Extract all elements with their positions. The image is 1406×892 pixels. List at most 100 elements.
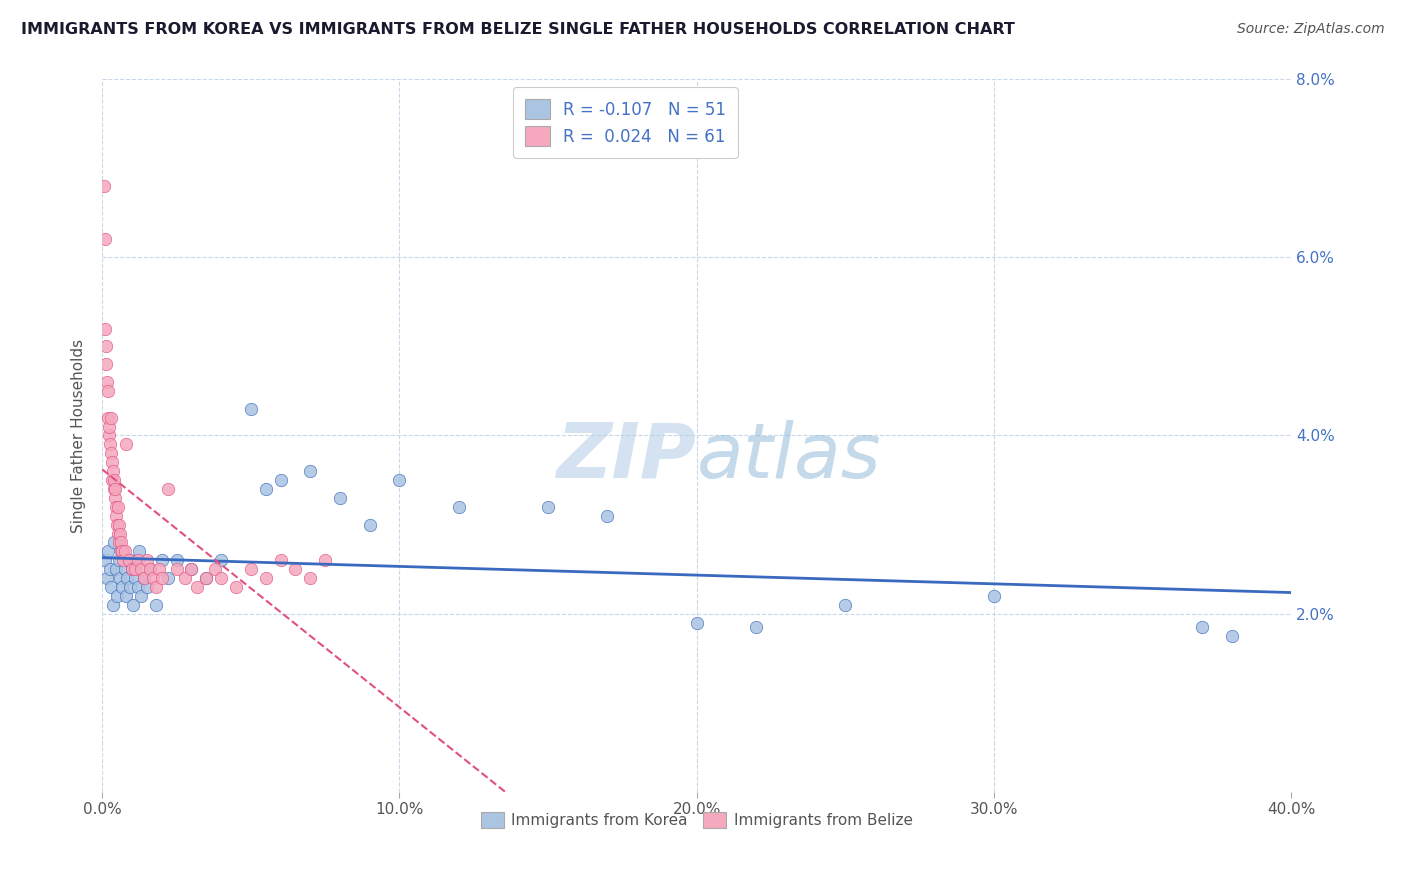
Point	[110, 535, 132, 549]
Point	[359, 517, 381, 532]
Point	[98, 437, 121, 451]
Point	[186, 580, 208, 594]
Point	[1220, 629, 1243, 643]
Point	[254, 482, 277, 496]
Point	[114, 562, 136, 576]
Point	[983, 589, 1005, 603]
Text: ZIP: ZIP	[557, 420, 696, 494]
Text: IMMIGRANTS FROM KOREA VS IMMIGRANTS FROM BELIZE SINGLE FATHER HOUSEHOLDS CORRELA: IMMIGRANTS FROM KOREA VS IMMIGRANTS FROM…	[21, 22, 1015, 37]
Point	[142, 571, 165, 585]
Point	[107, 500, 129, 514]
Point	[97, 544, 120, 558]
Point	[111, 544, 134, 558]
Point	[685, 615, 707, 630]
Point	[118, 553, 141, 567]
Point	[132, 571, 155, 585]
Point	[97, 384, 120, 398]
Point	[127, 580, 149, 594]
Point	[129, 562, 152, 576]
Point	[329, 491, 352, 505]
Point	[108, 571, 131, 585]
Point	[110, 544, 132, 558]
Point	[139, 562, 162, 576]
Point	[107, 553, 129, 567]
Point	[93, 232, 115, 246]
Y-axis label: Single Father Households: Single Father Households	[72, 338, 86, 533]
Point	[100, 580, 122, 594]
Point	[239, 562, 262, 576]
Point	[104, 500, 127, 514]
Point	[121, 562, 143, 576]
Point	[195, 571, 218, 585]
Point	[127, 553, 149, 567]
Point	[98, 419, 121, 434]
Point	[105, 508, 128, 523]
Legend: Immigrants from Korea, Immigrants from Belize: Immigrants from Korea, Immigrants from B…	[475, 806, 918, 834]
Point	[118, 553, 141, 567]
Point	[98, 562, 121, 576]
Point	[225, 580, 247, 594]
Point	[299, 571, 322, 585]
Point	[166, 553, 188, 567]
Point	[270, 473, 292, 487]
Point	[94, 339, 117, 353]
Point	[104, 562, 127, 576]
Point	[239, 401, 262, 416]
Point	[596, 508, 619, 523]
Point	[180, 562, 202, 576]
Point	[120, 580, 142, 594]
Point	[166, 562, 188, 576]
Point	[135, 553, 157, 567]
Point	[388, 473, 411, 487]
Point	[101, 473, 124, 487]
Point	[148, 562, 170, 576]
Point	[195, 571, 218, 585]
Point	[97, 410, 120, 425]
Point	[156, 482, 179, 496]
Point	[122, 598, 145, 612]
Point	[108, 517, 131, 532]
Point	[537, 500, 560, 514]
Point	[156, 571, 179, 585]
Point	[209, 571, 232, 585]
Point	[121, 562, 143, 576]
Point	[209, 553, 232, 567]
Point	[314, 553, 336, 567]
Point	[114, 544, 136, 558]
Point	[124, 562, 146, 576]
Point	[100, 410, 122, 425]
Point	[110, 580, 132, 594]
Point	[139, 562, 162, 576]
Point	[180, 562, 202, 576]
Point	[115, 589, 138, 603]
Text: atlas: atlas	[696, 420, 882, 494]
Point	[129, 589, 152, 603]
Point	[299, 464, 322, 478]
Point	[96, 357, 118, 371]
Point	[101, 464, 124, 478]
Point	[174, 571, 197, 585]
Point	[284, 562, 307, 576]
Point	[1191, 620, 1213, 634]
Text: Source: ZipAtlas.com: Source: ZipAtlas.com	[1237, 22, 1385, 37]
Point	[103, 482, 125, 496]
Point	[145, 580, 167, 594]
Point	[834, 598, 856, 612]
Point	[745, 620, 768, 634]
Point	[93, 178, 115, 193]
Point	[111, 553, 134, 567]
Point	[105, 517, 128, 532]
Point	[145, 598, 167, 612]
Point	[125, 553, 148, 567]
Point	[104, 482, 127, 496]
Point	[254, 571, 277, 585]
Point	[100, 446, 122, 460]
Point	[132, 571, 155, 585]
Point	[103, 473, 125, 487]
Point	[270, 553, 292, 567]
Point	[111, 544, 134, 558]
Point	[150, 571, 173, 585]
Point	[135, 580, 157, 594]
Point	[117, 571, 139, 585]
Point	[107, 526, 129, 541]
